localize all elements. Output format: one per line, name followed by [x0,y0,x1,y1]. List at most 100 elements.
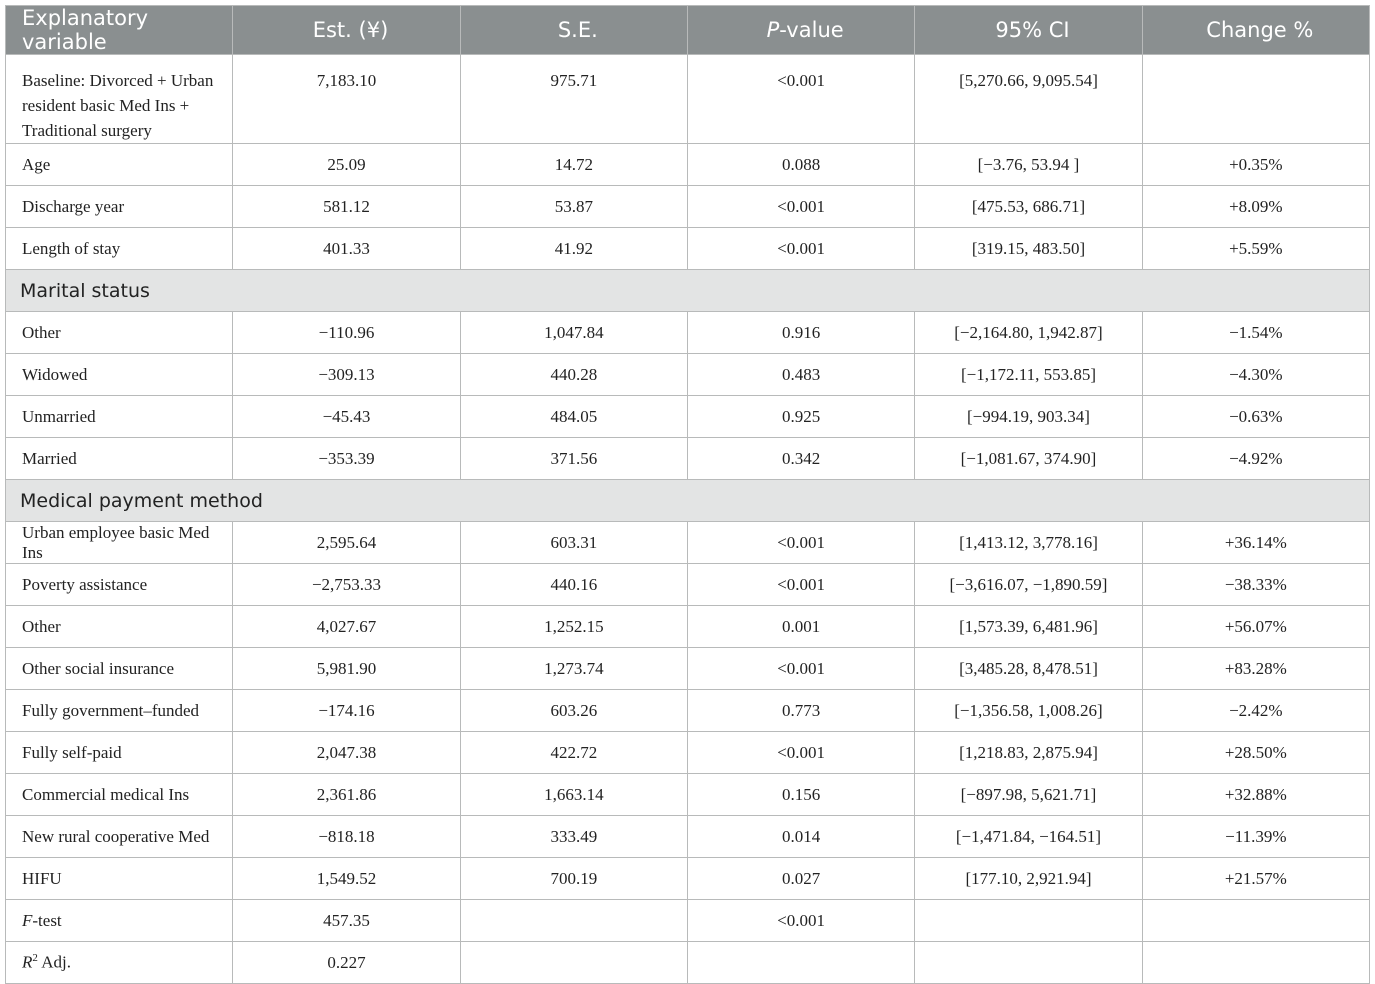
table-row: F-test 457.35 <0.001 [4,899,1371,942]
cell-change-percent: +28.50% [1141,731,1371,774]
cell-confidence-interval [914,941,1143,984]
cell-standard-error: 41.92 [459,227,688,270]
cell-variable: Married [4,437,234,480]
cell-confidence-interval: [5,270.66, 9,095.54] [914,54,1143,144]
cell-confidence-interval: [−1,172.11, 553.85] [914,353,1143,396]
label-superscript: 2 [32,952,38,965]
cell-confidence-interval: [−2,164.80, 1,942.87] [914,311,1143,354]
header-text: 95% CI [995,18,1070,42]
cell-variable: Discharge year [4,185,234,228]
cell-variable: Length of stay [4,227,234,270]
cell-p-value: 0.088 [686,143,916,186]
label-text: Medical payment method [20,489,263,512]
cell-change-percent: +83.28% [1141,647,1371,690]
section-label: Medical payment method [5,479,1370,522]
cell-standard-error: 1,273.74 [459,647,688,690]
cell-estimate: 2,595.64 [232,521,461,564]
cell-standard-error: 422.72 [459,731,688,774]
cell-standard-error [459,899,688,942]
header-confidence-interval: 95% CI [914,5,1143,55]
cell-confidence-interval: [475.53, 686.71] [914,185,1143,228]
cell-variable: Age [4,143,234,186]
cell-estimate: −2,753.33 [232,563,461,606]
cell-p-value: 0.916 [686,311,916,354]
cell-variable: HIFU [4,857,234,900]
label-text: -test [32,910,62,930]
cell-estimate: 5,981.90 [232,647,461,690]
label-text: Poverty assistance [22,574,148,594]
table-row: New rural cooperative Med −818.18 333.49 0.… [4,815,1371,858]
table-row: Other −110.96 1,047.84 0.916 [−2,164.80, 1,9… [4,311,1371,354]
cell-standard-error: 371.56 [459,437,688,480]
cell-confidence-interval: [−897.98, 5,621.71] [914,773,1143,816]
label-text: Adj. [37,952,71,972]
table-row: Fully government–funded −174.16 603.26 0.77… [4,689,1371,732]
cell-estimate: 457.35 [232,899,461,942]
regression-table: Explanatory variable Est. (¥) S.E. P-value 9… [4,5,1371,984]
cell-estimate: −818.18 [232,815,461,858]
cell-confidence-interval: [1,413.12, 3,778.16] [914,521,1143,564]
cell-confidence-interval: [−1,471.84, −164.51] [914,815,1143,858]
cell-p-value: <0.001 [686,731,916,774]
cell-variable: Baseline: Divorced + Urban resident basi… [4,54,234,144]
table-row: Commercial medical Ins 2,361.86 1,663.14 0.… [4,773,1371,816]
header-estimate: Est. (¥) [232,5,461,55]
header-variable: Explanatory variable [4,5,234,55]
cell-change-percent [1141,941,1371,984]
cell-change-percent: −0.63% [1141,395,1371,438]
cell-change-percent: −11.39% [1141,815,1371,858]
cell-confidence-interval: [−3.76, 53.94 ] [914,143,1143,186]
cell-variable: Other [4,311,234,354]
header-p-value: P-value [686,5,916,55]
cell-standard-error: 1,252.15 [459,605,688,648]
cell-variable: Other [4,605,234,648]
label-text: Length of stay [22,238,121,258]
label-text: Other social insurance [22,658,174,678]
cell-standard-error: 440.16 [459,563,688,606]
cell-p-value: 0.014 [686,815,916,858]
cell-confidence-interval [914,899,1143,942]
label-text: Fully government–funded [22,700,200,720]
cell-change-percent [1141,899,1371,942]
cell-estimate: −309.13 [232,353,461,396]
cell-change-percent: +32.88% [1141,773,1371,816]
table-row: Married −353.39 371.56 0.342 [−1,081.67, 374… [4,437,1371,480]
cell-p-value: 0.773 [686,689,916,732]
cell-confidence-interval: [3,485.28, 8,478.51] [914,647,1143,690]
section-label: Marital status [5,269,1370,312]
cell-variable: Urban employee basic Med Ins [4,521,234,564]
table-row: Fully self-paid 2,047.38 422.72 <0.001 [1,21… [4,731,1371,774]
cell-estimate: 4,027.67 [232,605,461,648]
cell-confidence-interval: [−1,081.67, 374.90] [914,437,1143,480]
cell-p-value: <0.001 [686,563,916,606]
cell-p-value: 0.925 [686,395,916,438]
cell-p-value [686,941,916,984]
cell-standard-error: 603.26 [459,689,688,732]
cell-p-value: <0.001 [686,521,916,564]
label-text: Other [22,616,61,636]
table-row: Discharge year 581.12 53.87 <0.001 [475.53, … [4,185,1371,228]
label-text: Married [22,448,77,468]
header-text: Est. (¥) [312,18,389,42]
header-standard-error: S.E. [459,5,688,55]
label-text: Fully self-paid [22,742,122,762]
cell-p-value: <0.001 [686,227,916,270]
cell-p-value: <0.001 [686,647,916,690]
cell-p-value: <0.001 [686,899,916,942]
table-row: Poverty assistance −2,753.33 440.16 <0.001[… [4,563,1371,606]
cell-variable: Unmarried [4,395,234,438]
cell-confidence-interval: [−1,356.58, 1,008.26] [914,689,1143,732]
cell-variable: New rural cooperative Med [4,815,234,858]
cell-p-value: 0.001 [686,605,916,648]
cell-change-percent: +5.59% [1141,227,1371,270]
label-text: Marital status [20,279,150,302]
cell-estimate: 25.09 [232,143,461,186]
cell-variable: Commercial medical Ins [4,773,234,816]
header-italic: P [766,18,780,42]
table-row: Other 4,027.67 1,252.15 0.001 [1,573.39, 6,4… [4,605,1371,648]
label-text: Widowed [22,364,88,384]
cell-estimate: 1,549.52 [232,857,461,900]
table-row: Widowed −309.13 440.28 0.483 [−1,172.11, 553… [4,353,1371,396]
header-row: Explanatory variable Est. (¥) S.E. P-value 9… [4,5,1371,55]
cell-p-value: 0.156 [686,773,916,816]
